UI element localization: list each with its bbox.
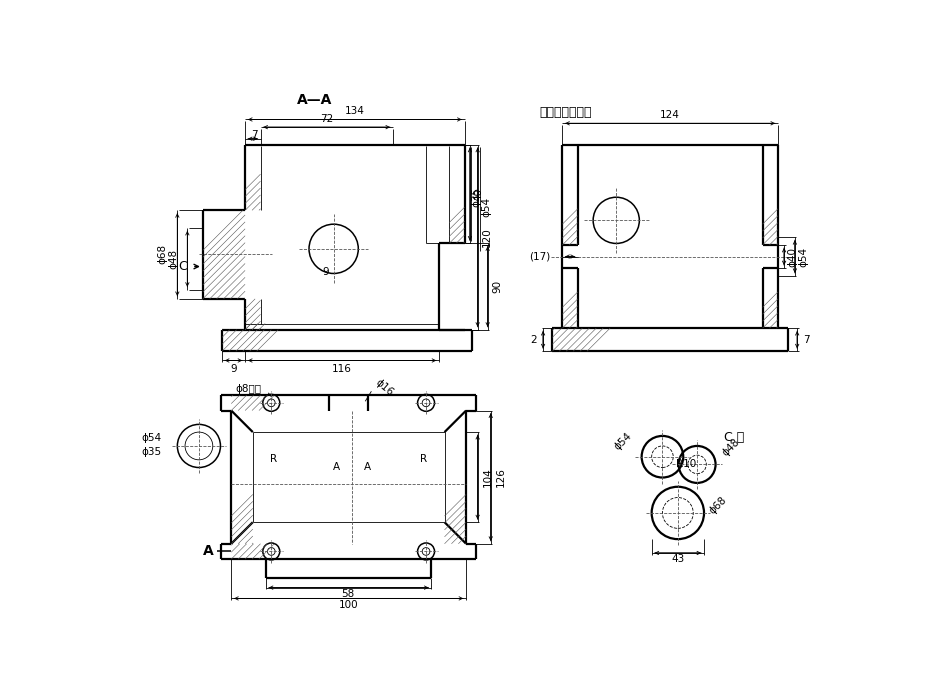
Text: ϕ54: ϕ54: [798, 246, 808, 266]
Text: 58: 58: [341, 589, 355, 599]
Text: A—A: A—A: [296, 93, 332, 107]
Text: 9: 9: [230, 364, 237, 374]
Text: 120: 120: [482, 228, 492, 247]
Text: ϕ48: ϕ48: [169, 248, 178, 269]
Text: R10: R10: [676, 459, 697, 469]
Text: 134: 134: [345, 106, 365, 117]
Text: ϕ68: ϕ68: [157, 244, 167, 264]
Text: 万老师原创教程: 万老师原创教程: [539, 106, 592, 119]
Text: 2: 2: [530, 335, 537, 345]
Text: 126: 126: [496, 467, 507, 486]
Text: C: C: [178, 260, 187, 273]
Text: 7: 7: [803, 335, 810, 345]
Text: 40: 40: [474, 187, 484, 201]
Text: A: A: [203, 544, 214, 559]
Text: 116: 116: [332, 364, 352, 374]
Text: 72: 72: [320, 114, 333, 124]
Text: ϕ54: ϕ54: [142, 433, 162, 443]
Text: 9: 9: [323, 267, 329, 277]
Text: ϕ35: ϕ35: [142, 447, 162, 457]
Text: ϕ16: ϕ16: [373, 377, 396, 398]
Text: ϕ40: ϕ40: [787, 246, 797, 266]
Text: 90: 90: [492, 280, 502, 293]
Text: C 向: C 向: [724, 431, 744, 444]
Text: R: R: [270, 454, 277, 464]
Text: ϕ8通孔: ϕ8通孔: [235, 384, 261, 394]
Text: 124: 124: [660, 110, 680, 120]
Text: 100: 100: [339, 600, 358, 609]
Text: ϕ54: ϕ54: [612, 431, 633, 452]
Text: 43: 43: [672, 554, 685, 564]
Text: ϕ48: ϕ48: [720, 437, 742, 458]
Text: A: A: [364, 462, 371, 472]
Text: R: R: [420, 454, 428, 464]
Text: ϕ35: ϕ35: [472, 187, 481, 208]
Text: A: A: [333, 462, 340, 472]
Text: ϕ68: ϕ68: [707, 495, 729, 516]
Text: 104: 104: [483, 467, 493, 486]
Text: 7: 7: [251, 130, 258, 140]
Text: (17): (17): [530, 251, 551, 262]
Text: ϕ54: ϕ54: [481, 196, 492, 217]
